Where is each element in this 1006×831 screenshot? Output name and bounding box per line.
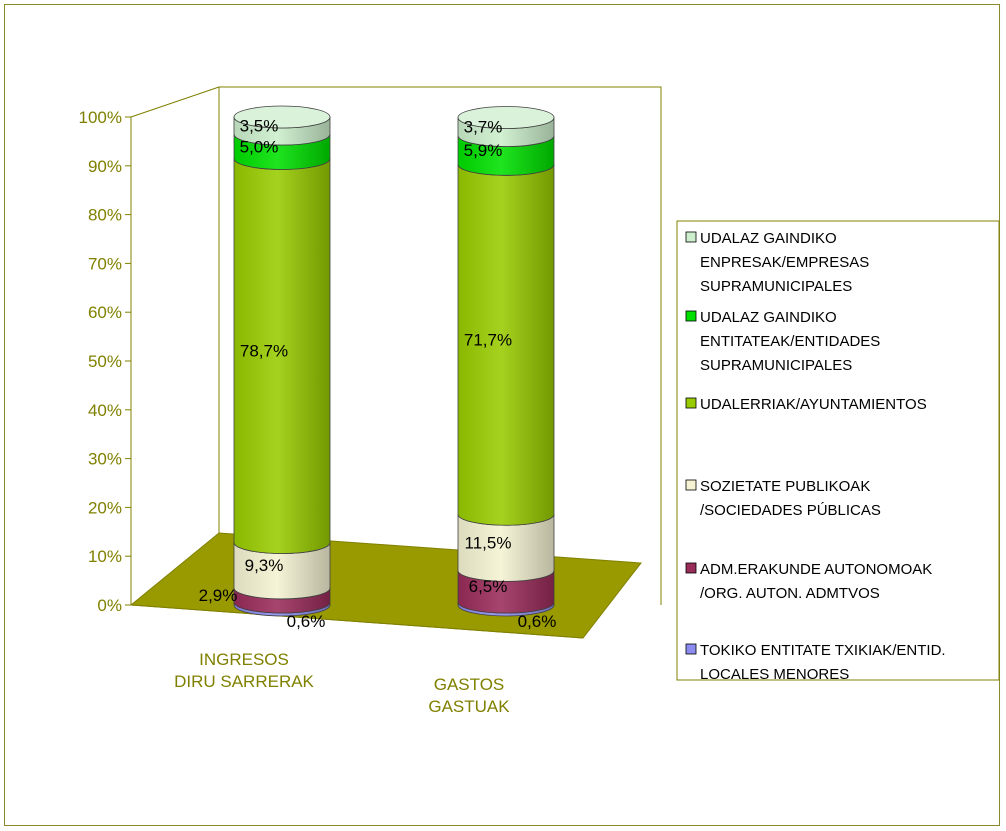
y-tick-label: 0% (97, 596, 122, 615)
bar-top-cap (457, 106, 555, 129)
y-tick-label: 30% (88, 450, 122, 469)
bars (233, 105, 555, 617)
bar-column (457, 106, 555, 617)
legend-label: LOCALES MENORES (700, 666, 849, 683)
legend-label: SUPRAMUNICIPALES (700, 357, 852, 374)
data-label: 2,9% (199, 586, 238, 605)
chart-walls (130, 86, 662, 605)
data-label: 6,5% (469, 577, 508, 596)
data-label: 3,7% (464, 118, 503, 137)
category-label: INGRESOS (199, 650, 289, 669)
data-label: 0,6% (287, 612, 326, 631)
legend-label: UDALAZ GAINDIKO (700, 309, 837, 326)
data-label: 0,6% (518, 612, 557, 631)
x-axis-categories: INGRESOS DIRU SARRERAK GASTOS GASTUAK (174, 650, 510, 716)
legend-swatch (685, 231, 697, 243)
legend-label: SOZIETATE PUBLIKOAK (700, 478, 870, 495)
legend-swatch (685, 643, 697, 655)
legend-swatch (685, 397, 697, 409)
y-tick-label: 100% (79, 108, 122, 127)
legend-label: ENTITATEAK/ENTIDADES (700, 333, 880, 350)
y-axis: 0% 10% 20% 30% 40% 50% 60% 70% 80% 90% 100% (79, 108, 132, 615)
y-tick-label: 40% (88, 401, 122, 420)
legend-label: /SOCIEDADES PÚBLICAS (700, 502, 881, 519)
bar-column (233, 105, 331, 617)
legend-swatch (685, 310, 697, 322)
data-labels: 0,6% 2,9% 9,3% 78,7% 5,0%3,5% 0,6% 6,5% 11,5% 71… (199, 117, 557, 631)
data-label: 11,5% (465, 533, 512, 552)
legend-label: /ORG. AUTON. ADMTVOS (700, 585, 880, 602)
y-tick-label: 60% (88, 303, 122, 322)
legend-swatch (685, 562, 697, 574)
side-wall-top (130, 86, 220, 118)
x-axis-line (130, 604, 584, 639)
category-label: DIRU SARRERAK (174, 672, 314, 691)
legend-label: UDALAZ GAINDIKO (700, 230, 837, 247)
legend-label: ENPRESAK/EMPRESAS (700, 254, 869, 271)
data-label: 5,0% (240, 137, 279, 156)
legend-swatch (685, 479, 697, 491)
legend-label: UDALERRIAK/AYUNTAMIENTOS (700, 396, 927, 413)
legend: UDALAZ GAINDIKO ENPRESAK/EMPRESAS SUPRAMUN… (676, 220, 1000, 683)
data-label: 71,7% (464, 330, 512, 349)
legend-box (676, 220, 1000, 681)
legend-label: ADM.ERAKUNDE AUTONOMOAK (700, 561, 932, 578)
y-tick-label: 80% (88, 206, 122, 225)
data-label: 5,9% (464, 141, 503, 160)
y-tick-label: 50% (88, 352, 122, 371)
y-tick-label: 70% (88, 254, 122, 273)
category-label: GASTOS (434, 675, 505, 694)
category-label: GASTUAK (428, 697, 510, 716)
data-label: 78,7% (240, 342, 288, 361)
legend-label: SUPRAMUNICIPALES (700, 278, 852, 295)
y-tick-label: 10% (88, 547, 122, 566)
y-tick-label: 20% (88, 498, 122, 517)
y-tick-label: 90% (88, 157, 122, 176)
data-label: 9,3% (245, 556, 284, 575)
back-wall (218, 86, 662, 605)
data-label: 3,5% (240, 117, 279, 136)
bar-top-cap (233, 105, 331, 129)
legend-label: TOKIKO ENTITATE TXIKIAK/ENTID. (700, 642, 946, 659)
